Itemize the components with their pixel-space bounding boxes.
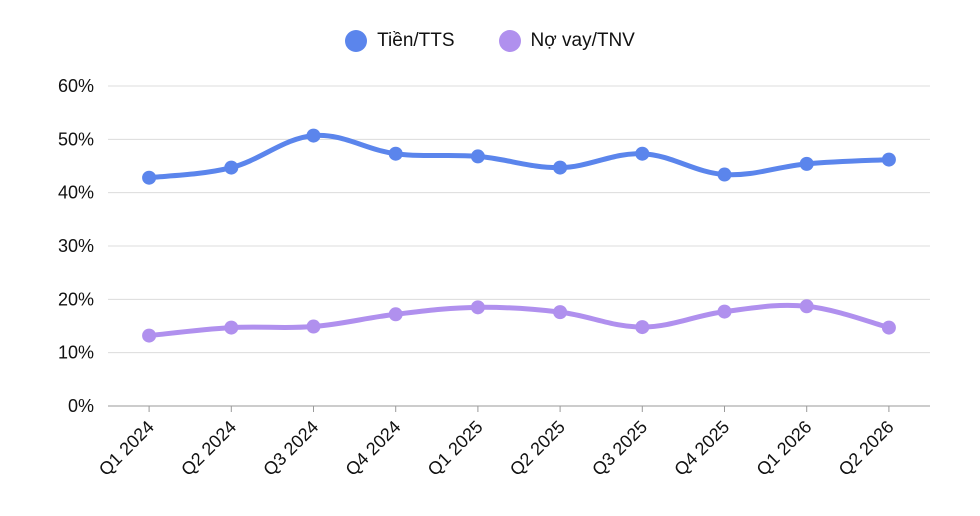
x-tick-label: Q2 2025 <box>506 417 569 480</box>
y-tick-label: 20% <box>58 289 94 309</box>
data-point-series-1 <box>553 160 568 175</box>
y-tick-label: 10% <box>58 343 94 363</box>
data-point-series-2 <box>224 320 239 335</box>
data-point-series-1 <box>881 152 896 167</box>
x-tick-label: Q1 2025 <box>424 417 487 480</box>
data-point-series-2 <box>717 304 732 319</box>
data-point-series-1 <box>224 160 239 175</box>
x-tick-label: Q3 2025 <box>588 417 651 480</box>
x-tick-label: Q3 2024 <box>259 417 322 480</box>
data-point-series-1 <box>470 149 485 164</box>
data-point-series-2 <box>306 319 321 334</box>
legend-item-series-2[interactable]: Nợ vay/TNV <box>498 30 635 52</box>
legend-label-series-2: Nợ vay/TNV <box>530 30 635 51</box>
series-line-1 <box>146 132 892 181</box>
data-point-series-2 <box>388 307 403 322</box>
x-tick-label: Q4 2024 <box>342 417 405 480</box>
legend-item-series-1[interactable]: Tiền/TTS <box>345 30 455 52</box>
data-point-series-1 <box>306 128 321 143</box>
data-point-series-2 <box>553 305 568 320</box>
data-point-series-1 <box>142 170 157 185</box>
data-point-series-1 <box>799 156 814 171</box>
legend-label-series-1: Tiền/TTS <box>377 30 455 51</box>
data-point-series-2 <box>142 328 157 343</box>
y-tick-label: 40% <box>58 183 94 203</box>
legend-marker-series-1 <box>345 30 368 52</box>
y-tick-label: 0% <box>68 396 94 416</box>
y-tick-label: 30% <box>58 236 94 256</box>
series-line-2 <box>146 302 892 339</box>
data-point-series-1 <box>717 167 732 182</box>
x-tick-label: Q1 2024 <box>95 417 158 480</box>
x-tick-label: Q2 2026 <box>835 417 898 480</box>
data-point-series-2 <box>881 320 896 335</box>
data-point-series-1 <box>388 146 403 161</box>
data-point-series-2 <box>635 320 650 335</box>
data-point-series-2 <box>799 299 814 314</box>
y-tick-label: 60% <box>58 76 94 96</box>
data-point-series-1 <box>635 146 650 161</box>
legend-marker-series-2 <box>498 30 521 52</box>
data-point-series-2 <box>470 300 485 315</box>
x-tick-label: Q2 2024 <box>177 417 240 480</box>
x-tick-label: Q1 2026 <box>753 417 816 480</box>
y-tick-label: 50% <box>58 129 94 149</box>
legend: Tiền/TTS Nợ vay/TNV <box>0 30 980 52</box>
x-tick-label: Q4 2025 <box>670 417 733 480</box>
